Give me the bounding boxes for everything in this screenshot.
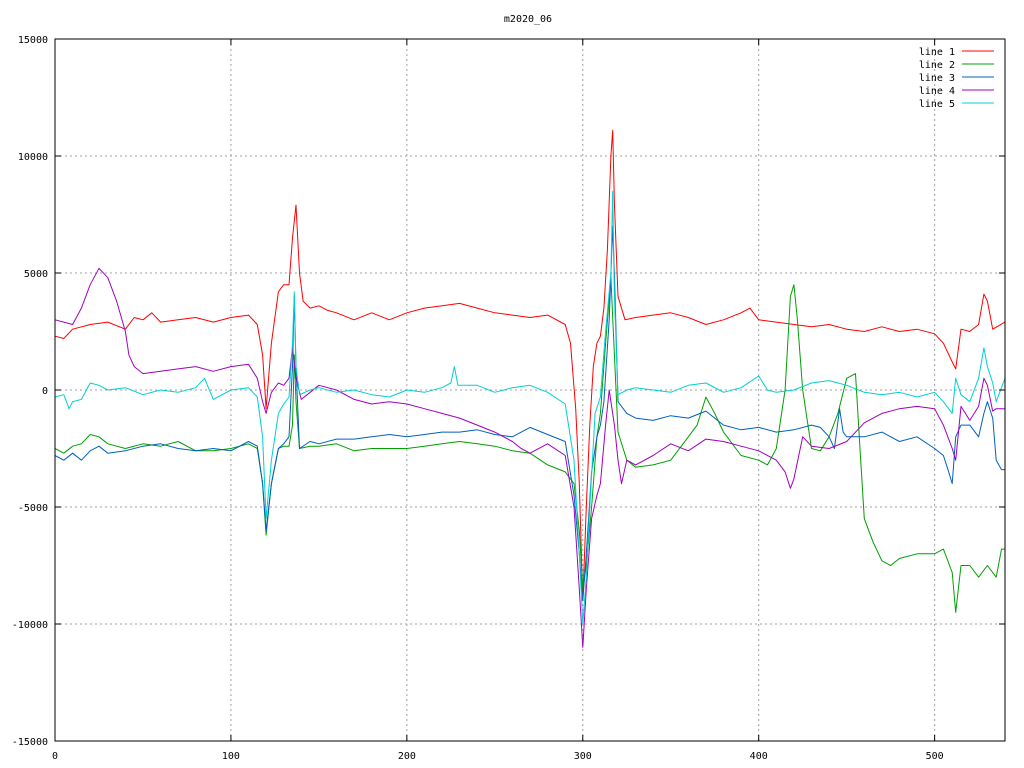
- grid-lines: [55, 39, 1005, 741]
- y-tick-label: 15000: [18, 35, 48, 46]
- y-tick-label: 5000: [24, 269, 48, 280]
- series-line-2: [54, 277, 1005, 613]
- chart-title: m2020_06: [504, 14, 552, 25]
- legend-label-3: line 3: [919, 73, 955, 84]
- legend-label-4: line 4: [919, 86, 955, 97]
- series-line-1: [54, 129, 1006, 602]
- y-tick-label: -5000: [18, 503, 48, 514]
- x-tick-label: 200: [398, 751, 416, 762]
- x-tick-label: 0: [52, 751, 58, 762]
- y-tick-label: -10000: [12, 620, 48, 631]
- x-tick-label: 100: [222, 751, 240, 762]
- axis-ticks: 0 100 200 300 400 500 -15000 -10000 -5000 0 5000 10…: [12, 35, 1005, 762]
- y-tick-label: -15000: [12, 737, 48, 748]
- x-tick-label: 500: [926, 751, 944, 762]
- legend-label-2: line 2: [919, 60, 955, 71]
- legend-label-1: line 1: [919, 47, 955, 58]
- legend-label-5: line 5: [919, 99, 955, 110]
- y-tick-label: 0: [42, 386, 48, 397]
- x-tick-label: 300: [574, 751, 592, 762]
- series-line-3: [54, 225, 1005, 602]
- series-line-5: [54, 190, 1006, 625]
- x-tick-label: 400: [750, 751, 768, 762]
- series-group: [54, 129, 1006, 648]
- legend: line 1 line 2 line 3 line 4 line 5: [919, 47, 994, 110]
- series-line-4: [54, 267, 1005, 648]
- y-tick-label: 10000: [18, 152, 48, 163]
